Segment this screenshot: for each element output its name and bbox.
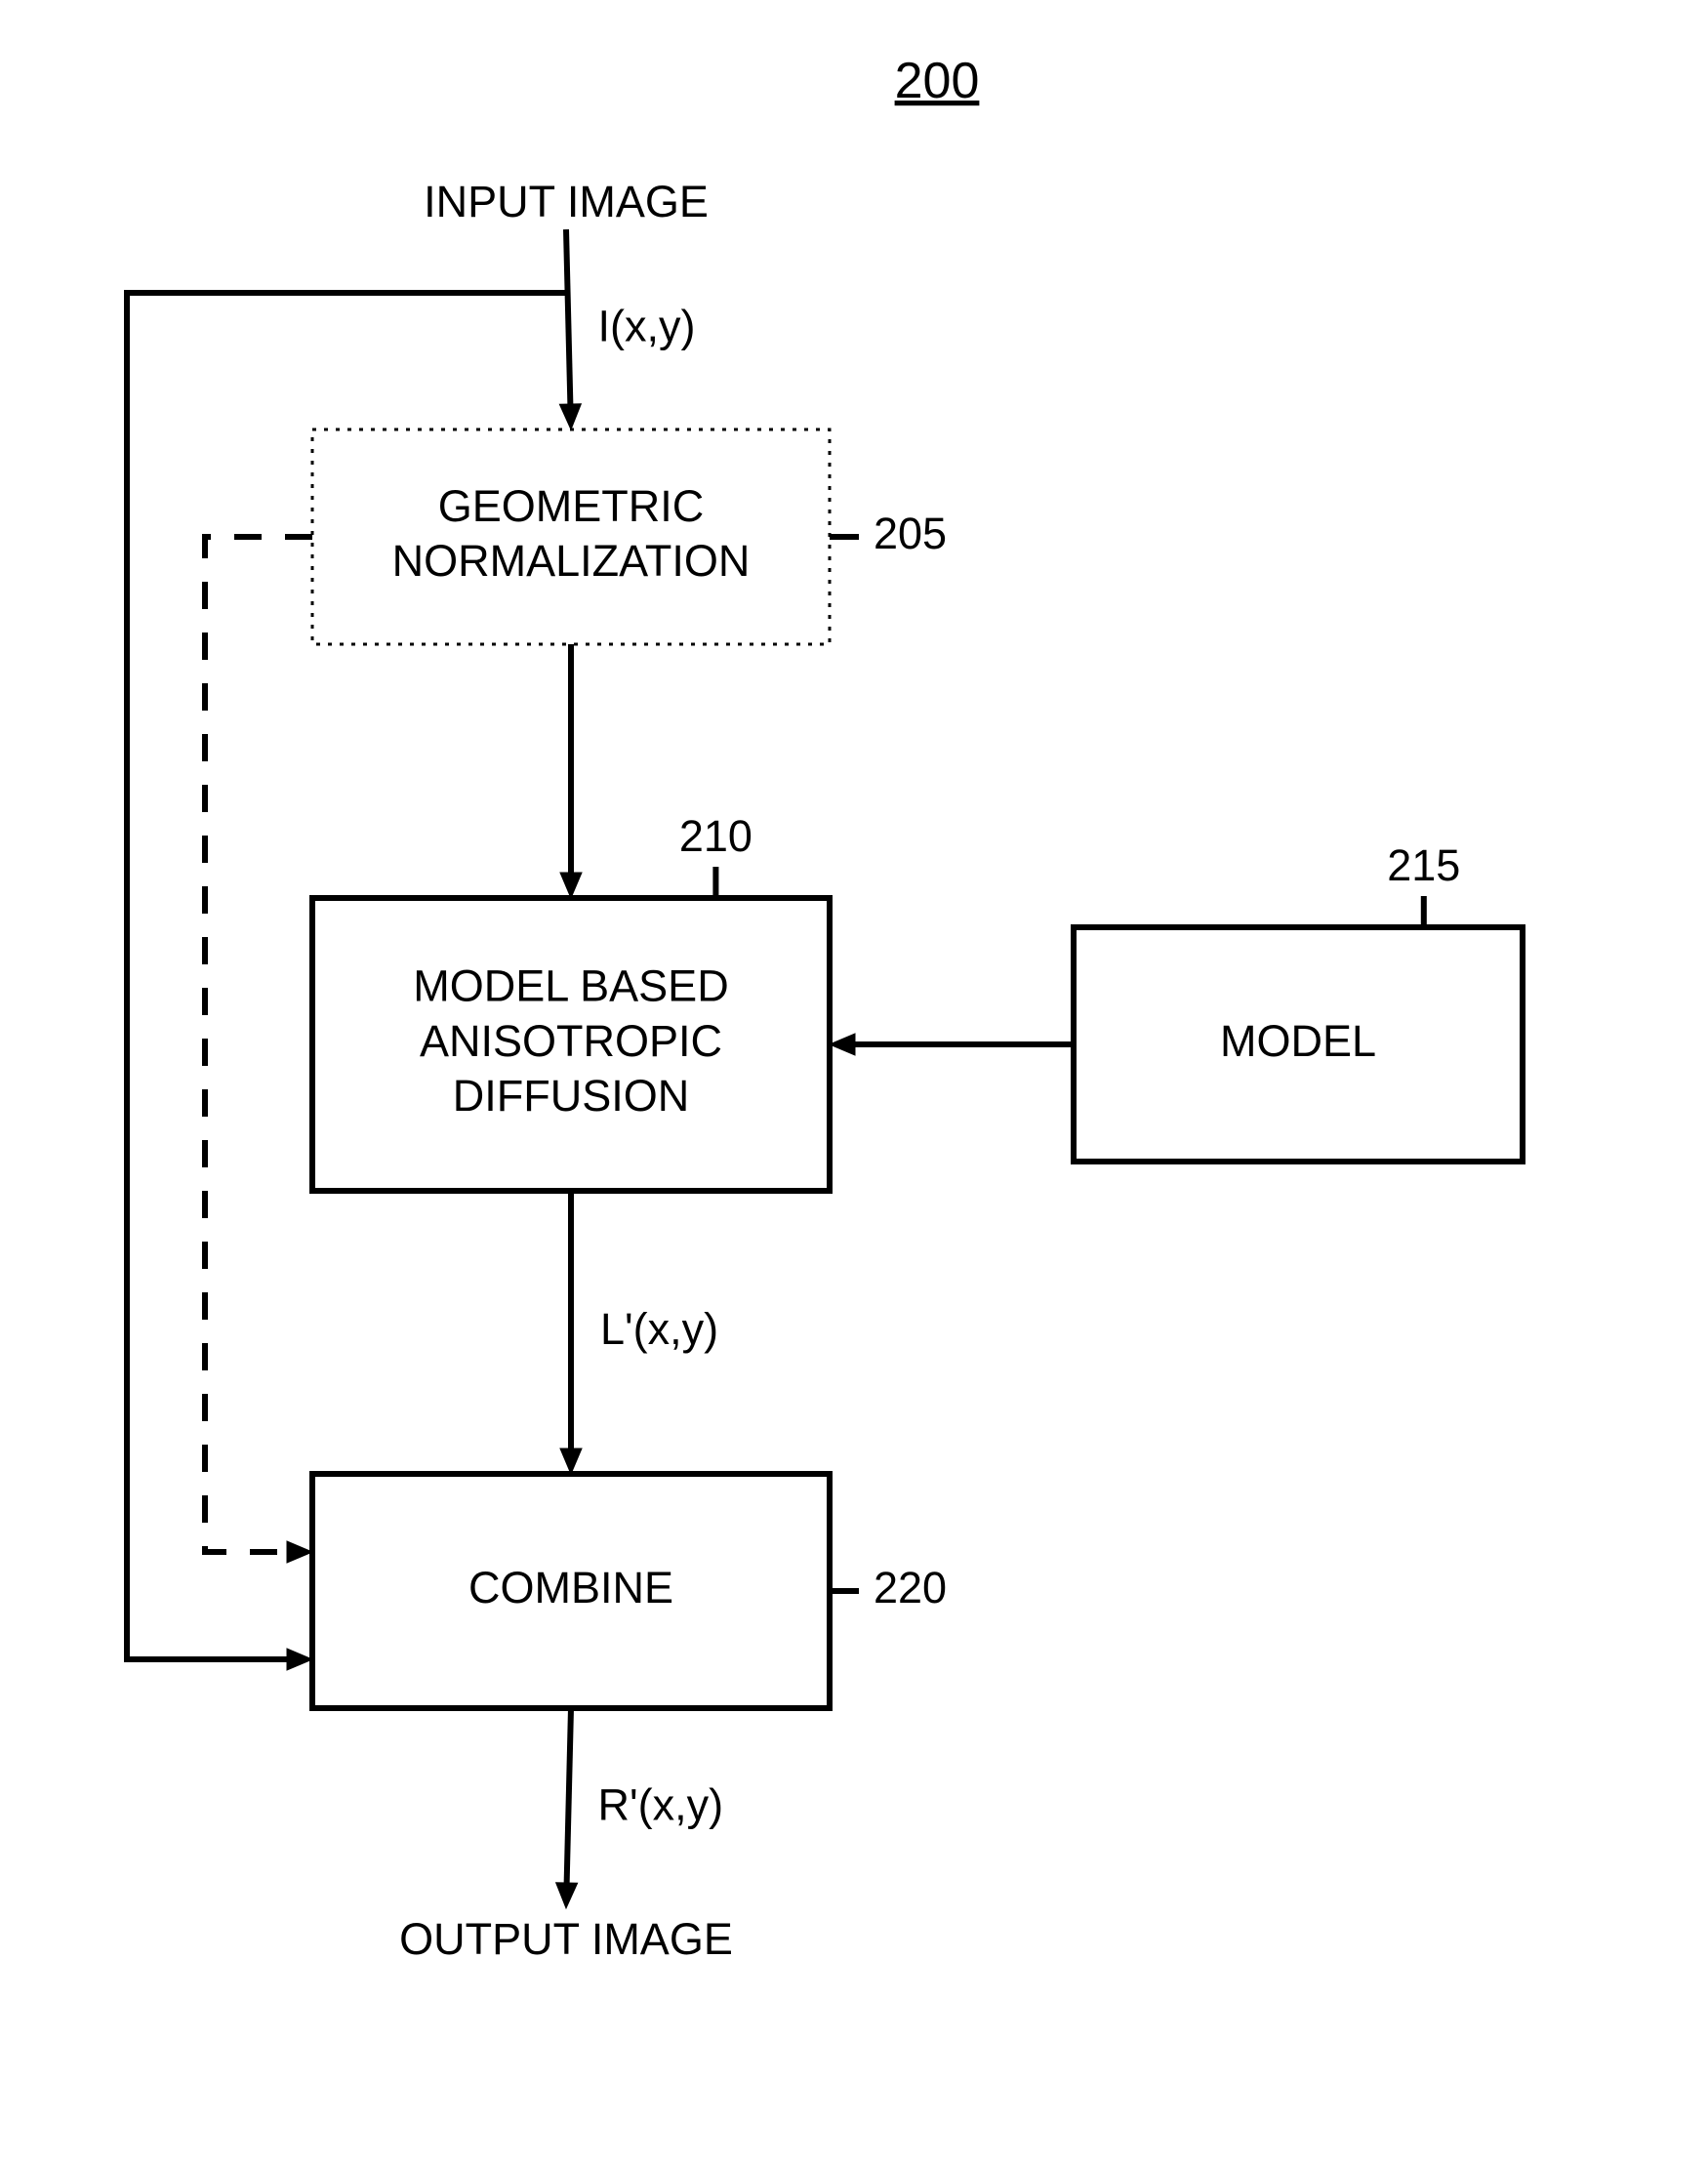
- edge-0-arrowhead: [559, 404, 581, 429]
- edge-3-arrowhead: [560, 1449, 582, 1474]
- figure-number: 200: [895, 53, 980, 109]
- edge-5-arrowhead: [287, 1649, 312, 1670]
- output-label: OUTPUT IMAGE: [399, 1914, 733, 1964]
- edge-4-line: [567, 1708, 571, 1883]
- edge-6-arrowhead: [287, 1541, 312, 1563]
- edge-2-arrowhead: [830, 1034, 855, 1055]
- model-ref: 215: [1387, 840, 1460, 890]
- diff-ref: 210: [679, 811, 752, 861]
- model-label: MODEL: [1220, 1016, 1376, 1066]
- geom-label: GEOMETRIC: [438, 481, 705, 531]
- edge-6-line: [205, 537, 312, 1552]
- combine-ref: 220: [874, 1563, 947, 1612]
- edge-4-label: R'(x,y): [598, 1779, 724, 1829]
- geom-ref: 205: [874, 509, 947, 558]
- diff-label: DIFFUSION: [453, 1071, 690, 1121]
- geom-label: NORMALIZATION: [392, 536, 751, 586]
- edge-4-arrowhead: [556, 1883, 578, 1908]
- edge-1-arrowhead: [560, 873, 582, 898]
- edge-0-label: I(x,y): [598, 301, 696, 350]
- input-label: INPUT IMAGE: [424, 177, 709, 226]
- edge-0-line: [566, 229, 570, 404]
- diff-label: ANISOTROPIC: [420, 1016, 722, 1066]
- combine-label: COMBINE: [468, 1563, 673, 1612]
- diff-label: MODEL BASED: [413, 961, 728, 1011]
- edge-3-label: L'(x,y): [600, 1304, 718, 1354]
